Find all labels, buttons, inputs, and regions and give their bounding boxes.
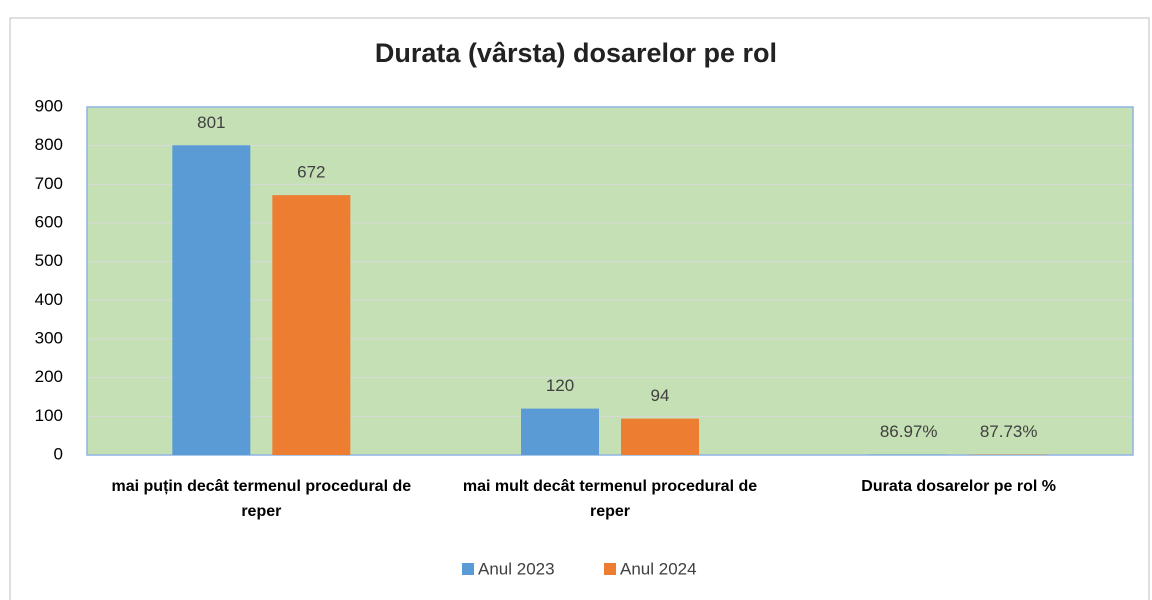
x-tick-label: mai mult decât termenul procedural de re… (462, 478, 758, 520)
y-tick-label: 800 (35, 135, 63, 154)
y-tick-label: 700 (35, 174, 63, 193)
x-tick-label: Durata dosarelor pe rol % (861, 478, 1057, 495)
y-tick-label: 900 (35, 96, 63, 115)
legend-label: Anul 2023 (478, 559, 555, 578)
data-label: 801 (197, 113, 225, 132)
data-label: 94 (651, 386, 670, 405)
data-label: 87.73% (980, 422, 1038, 441)
bar (521, 408, 599, 455)
y-tick-label: 400 (35, 290, 63, 309)
y-tick-label: 200 (35, 367, 63, 386)
chart-title: Durata (vârsta) dosarelor pe rol (375, 38, 777, 68)
legend-swatch (604, 563, 616, 575)
y-tick-label: 100 (35, 406, 63, 425)
plot-border (86, 106, 1134, 456)
data-label: 672 (297, 163, 325, 182)
plot-area (87, 107, 1133, 455)
bar (172, 145, 251, 455)
bar (272, 195, 351, 455)
x-tick-label: mai puțin decât termenul procedural de r… (111, 478, 412, 520)
data-label: 120 (546, 376, 574, 395)
legend-swatch (462, 563, 474, 575)
y-tick-label: 500 (35, 251, 63, 270)
legend-label: Anul 2024 (620, 559, 697, 578)
bar (621, 418, 699, 455)
y-tick-label: 600 (35, 212, 63, 231)
data-label: 86.97% (880, 422, 938, 441)
y-tick-label: 0 (54, 444, 63, 463)
y-tick-label: 300 (35, 328, 63, 347)
